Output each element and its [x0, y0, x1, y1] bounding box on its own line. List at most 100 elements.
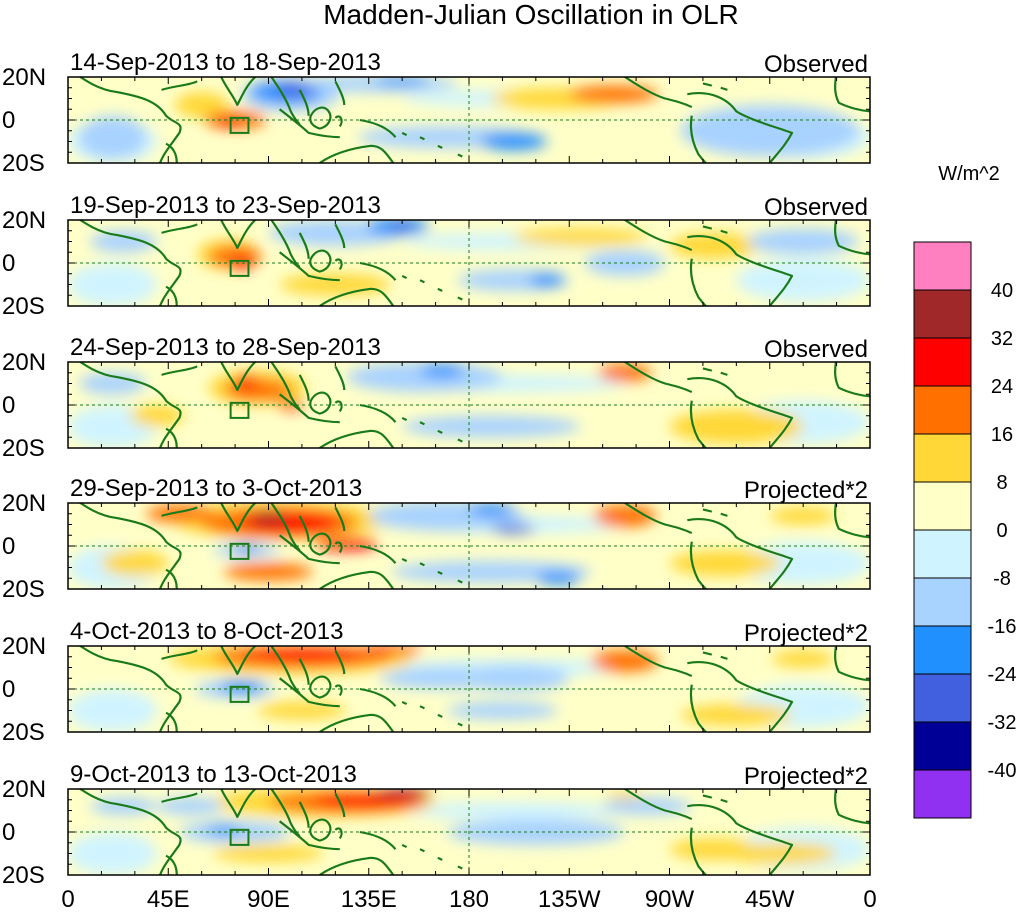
colorbar-swatch — [913, 289, 972, 339]
anomaly-blob — [725, 842, 837, 865]
y-tick-label: 20S — [2, 719, 45, 746]
panel-kind-label: Observed — [764, 51, 868, 78]
colorbar-tick-label: -8 — [993, 568, 1011, 590]
anomaly-blob — [529, 273, 565, 287]
colorbar: W/m^2 40 32 24 16 8 0 -8 -16 -24 -32 -40 — [913, 163, 1017, 819]
anomaly-blob — [598, 364, 652, 382]
colorbar-tick-label: 0 — [996, 520, 1007, 542]
anomaly-blob — [130, 405, 184, 427]
y-tick-label: 20S — [2, 293, 45, 320]
y-tick-label: 0 — [2, 533, 15, 560]
anomaly-blob — [370, 789, 434, 798]
anomaly-blob — [607, 791, 643, 800]
anomaly-blob — [279, 273, 392, 296]
anomaly-blob — [232, 543, 260, 553]
y-tick-label: 0 — [2, 107, 15, 134]
anomaly-blob — [680, 104, 859, 157]
x-tick-label: 45E — [147, 886, 190, 913]
anomaly-blob — [101, 550, 169, 577]
anomaly-blob — [375, 77, 429, 86]
panel-date-range: 4-Oct-2013 to 8-Oct-2013 — [70, 618, 343, 645]
anomaly-blob — [79, 372, 146, 395]
anomaly-blob — [402, 801, 625, 820]
x-tick-label: 0 — [61, 886, 74, 913]
panel-kind-label: Observed — [764, 194, 868, 221]
anomaly-blob — [145, 505, 213, 523]
colorbar-swatch — [913, 433, 972, 483]
reference-box — [229, 685, 250, 703]
panel-kind-label: Projected*2 — [744, 477, 868, 504]
colorbar-swatch — [913, 721, 972, 771]
y-tick-label: 0 — [2, 819, 15, 846]
colorbar-swatch — [913, 529, 972, 579]
y-tick-label: 20N — [2, 64, 46, 91]
y-tick-label: 20S — [2, 150, 45, 177]
reference-box — [229, 259, 250, 277]
x-tick-label: 90W — [645, 886, 695, 913]
map-panel: 20N 0 20S 14-Sep-2013 to 18-Sep-2013 Observe… — [2, 49, 871, 177]
anomaly-blob — [446, 819, 625, 845]
anomaly-blob — [359, 646, 423, 655]
anomaly-blob — [239, 646, 365, 664]
y-tick-label: 20S — [2, 435, 45, 462]
map-panel: 20N 0 20S 19-Sep-2013 to 23-Sep-2013 Observe… — [2, 192, 871, 320]
y-tick-label: 20N — [2, 633, 46, 660]
anomaly-blob — [68, 832, 158, 875]
map-panel: 20N 0 20S 24-Sep-2013 to 28-Sep-2013 Observe… — [2, 334, 871, 462]
y-tick-label: 20N — [2, 207, 46, 234]
anomaly-blob — [480, 132, 547, 151]
panel-kind-label: Projected*2 — [744, 763, 868, 790]
x-tick-label: 90E — [247, 886, 290, 913]
panel-date-range: 9-Oct-2013 to 13-Oct-2013 — [70, 761, 357, 788]
anomaly-blob — [223, 563, 314, 581]
anomaly-blob — [250, 511, 287, 525]
anomaly-blob — [593, 505, 657, 527]
anomaly-blob — [602, 797, 692, 815]
anomaly-blob — [769, 507, 837, 525]
anomaly-blob — [275, 83, 316, 97]
anomaly-blob — [457, 665, 570, 692]
panel-date-range: 24-Sep-2013 to 28-Sep-2013 — [70, 334, 381, 361]
reference-box — [229, 828, 250, 846]
anomaly-blob — [346, 362, 503, 393]
anomaly-blob — [771, 650, 835, 668]
anomaly-blob — [491, 524, 536, 534]
y-tick-label: 20N — [2, 776, 46, 803]
y-tick-label: 0 — [2, 392, 15, 419]
anomaly-blob — [584, 250, 666, 276]
map-panel: 20N 0 20S 9-Oct-2013 to 13-Oct-2013 Projecte… — [2, 761, 871, 889]
colorbar-tick-label: -16 — [988, 616, 1017, 638]
anomaly-blob — [157, 797, 224, 815]
colorbar-tick-label: 40 — [991, 280, 1013, 302]
colorbar-swatch — [913, 625, 972, 675]
colorbar-tick-label: -32 — [988, 712, 1017, 734]
anomaly-blob — [736, 258, 870, 302]
anomaly-blob — [747, 228, 859, 255]
colorbar-tick-label: 8 — [996, 472, 1007, 494]
y-tick-label: 20N — [2, 349, 46, 376]
x-tick-label: 135W — [538, 886, 601, 913]
y-tick-label: 20N — [2, 490, 46, 517]
anomaly-blob — [388, 222, 416, 231]
anomaly-blob — [680, 704, 793, 726]
colorbar-units: W/m^2 — [938, 163, 1000, 185]
x-tick-label: 180 — [449, 886, 489, 913]
anomaly-blob — [230, 256, 253, 270]
colorbar-swatch — [913, 337, 972, 387]
anomaly-blob — [79, 115, 146, 159]
y-tick-label: 20S — [2, 862, 45, 889]
anomaly-blob — [90, 230, 158, 253]
anomaly-blob — [669, 232, 759, 259]
y-tick-label: 0 — [2, 676, 15, 703]
anomaly-blob — [446, 701, 559, 720]
map-panel: 20N 0 20S 29-Sep-2013 to 3-Oct-2013 Projecte… — [2, 475, 871, 603]
anomaly-blob — [257, 701, 347, 720]
colorbar-tick-label: 24 — [991, 376, 1013, 398]
colorbar-swatch — [913, 769, 972, 819]
colorbar-tick-label: -24 — [988, 664, 1017, 686]
reference-box — [229, 401, 250, 419]
colorbar-swatch — [913, 577, 972, 627]
colorbar-tick-label: 32 — [991, 328, 1013, 350]
anomaly-blob — [402, 415, 581, 438]
y-tick-label: 0 — [2, 250, 15, 277]
